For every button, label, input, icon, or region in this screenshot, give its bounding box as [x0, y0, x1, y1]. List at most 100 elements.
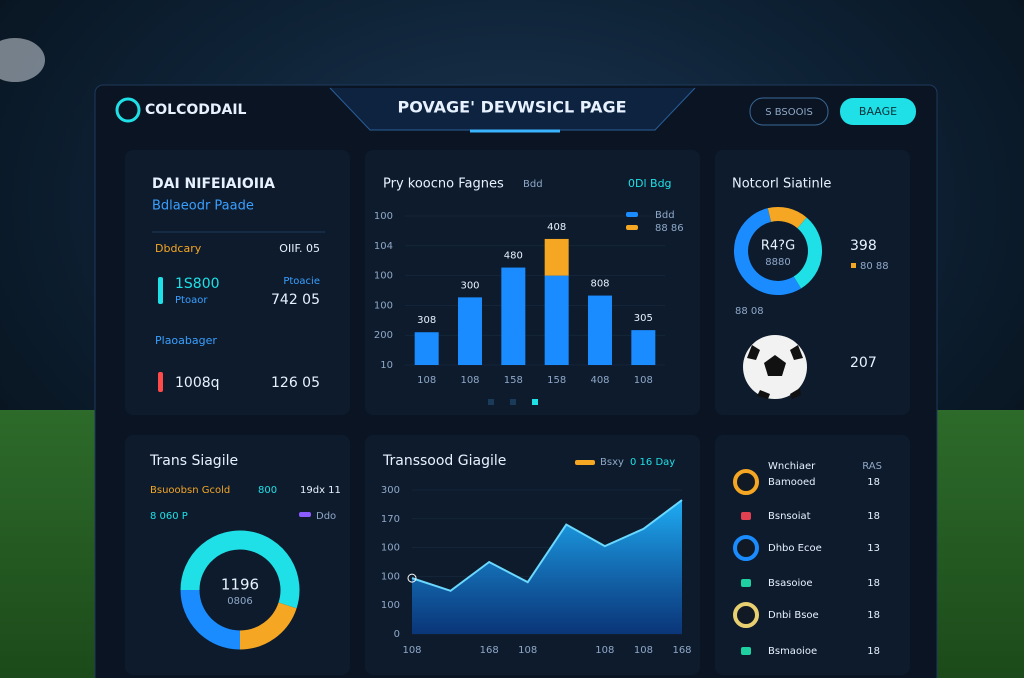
logo-icon — [115, 97, 141, 123]
y-tick-label: 300 — [381, 485, 400, 496]
x-tick-label: 158 — [547, 375, 566, 386]
pager-dot — [532, 399, 538, 405]
x-tick-label: 158 — [504, 375, 523, 386]
stat-value: 742 05 — [271, 292, 320, 308]
list-header: RAS — [862, 461, 882, 472]
bar — [544, 275, 569, 365]
stat-bar — [158, 277, 163, 304]
list-name: Bsmaoioe — [768, 646, 817, 657]
legend-label: 88 86 — [655, 223, 684, 234]
button-label[interactable]: BAAGE — [859, 105, 897, 118]
panel-title: Trans Siagile — [149, 453, 238, 469]
legend-swatch — [299, 512, 311, 517]
list-name: Bsasoioe — [768, 578, 813, 589]
panel-subtitle: Bdlaeodr Paade — [152, 199, 254, 214]
donut-segment — [180, 589, 241, 650]
side-value: 398 — [850, 238, 877, 254]
panel-title: DAI NIFEIAIOIIA — [152, 176, 275, 192]
list-value: 18 — [867, 646, 880, 657]
line-point — [407, 573, 417, 583]
bar — [544, 238, 569, 276]
legend-label: Bdd — [655, 210, 675, 221]
x-tick-label: 108 — [634, 375, 653, 386]
list-icon — [733, 469, 759, 495]
y-tick-label: 100 — [381, 543, 400, 554]
list-value: 18 — [867, 511, 880, 522]
donut-segment — [733, 208, 801, 296]
list-name: Bsnsoiat — [768, 511, 811, 522]
x-tick-label: 108 — [402, 645, 421, 656]
list-icon — [741, 512, 751, 520]
bar — [501, 267, 526, 365]
pager-dot — [488, 399, 494, 405]
legend-swatch — [626, 225, 638, 230]
bar — [588, 295, 612, 365]
y-tick-label: 100 — [374, 271, 393, 282]
panel — [715, 435, 910, 675]
x-tick-label: 108 — [460, 375, 479, 386]
stat-label: 1S800 — [175, 276, 220, 292]
list-header: Wnchiaer — [768, 461, 816, 472]
donut-sub: 0806 — [227, 596, 252, 607]
chart-subtitle: Bdd — [523, 179, 543, 190]
button-label[interactable]: S BSOOIS — [765, 107, 813, 118]
y-tick-label: 100 — [374, 211, 393, 222]
pager-dot — [510, 399, 516, 405]
legend-swatch — [626, 212, 638, 217]
x-tick-label: 168 — [480, 645, 499, 656]
stat-sub: Ptoaor — [175, 295, 208, 306]
y-tick-label: 100 — [381, 600, 400, 611]
logo: COLCODDAIL — [145, 102, 247, 118]
caption: 88 08 — [735, 306, 764, 317]
light — [0, 38, 45, 82]
legend-swatch — [851, 263, 856, 268]
donut-center: R4?G — [761, 239, 795, 254]
panel-title: Notcorl Siatinle — [732, 177, 831, 192]
y-tick-label: 104 — [374, 241, 393, 252]
soccer-ball — [743, 335, 807, 399]
donut-segment — [180, 530, 300, 609]
x-tick-label: 408 — [590, 375, 609, 386]
page-title: POVAGE' DEVWSICL PAGE — [397, 98, 626, 117]
bar — [458, 297, 482, 365]
button[interactable] — [840, 98, 916, 125]
legend-label: Ddo — [316, 511, 336, 522]
side-value: 207 — [850, 355, 877, 371]
list-value: 18 — [867, 610, 880, 621]
bar-annotation: 305 — [634, 313, 653, 324]
stat-bar — [158, 372, 163, 392]
donut-sub: 8880 — [765, 257, 790, 268]
list-icon — [741, 647, 751, 655]
legend-label: 0Dl Bdg — [628, 177, 672, 190]
donut-segment — [793, 217, 822, 289]
y-tick-label: 200 — [374, 330, 393, 341]
bar — [631, 330, 656, 365]
line-area — [412, 500, 682, 634]
legend-label: Bsxy — [600, 457, 624, 468]
button[interactable] — [749, 97, 829, 126]
legend-label: 8 060 P — [150, 511, 188, 522]
legend-label: 0 16 Day — [630, 457, 675, 468]
x-tick-label: 108 — [634, 645, 653, 656]
bar-annotation: 480 — [504, 251, 523, 262]
stat-value: 126 05 — [271, 375, 320, 391]
line — [411, 499, 683, 592]
bar-annotation: 308 — [417, 315, 436, 326]
x-tick-label: 108 — [595, 645, 614, 656]
list-value: 18 — [867, 477, 880, 488]
x-tick-label: 108 — [518, 645, 537, 656]
stat-value: Ptoacie — [283, 276, 320, 287]
y-tick-label: 100 — [374, 300, 393, 311]
stat-label: Dbdcary — [155, 242, 202, 255]
panel — [125, 150, 350, 415]
list-name: Dhbo Ecoe — [768, 543, 822, 554]
x-tick-label: 108 — [417, 375, 436, 386]
bar-annotation: 300 — [460, 280, 479, 291]
donut-center: 1196 — [221, 576, 259, 594]
list-icon — [741, 579, 751, 587]
stat-label: Plaoabager — [155, 334, 217, 347]
chart-title: Pry koocno Fagnes — [383, 177, 504, 192]
list-name: Bamooed — [768, 477, 815, 488]
legend-label: 800 — [258, 485, 277, 496]
